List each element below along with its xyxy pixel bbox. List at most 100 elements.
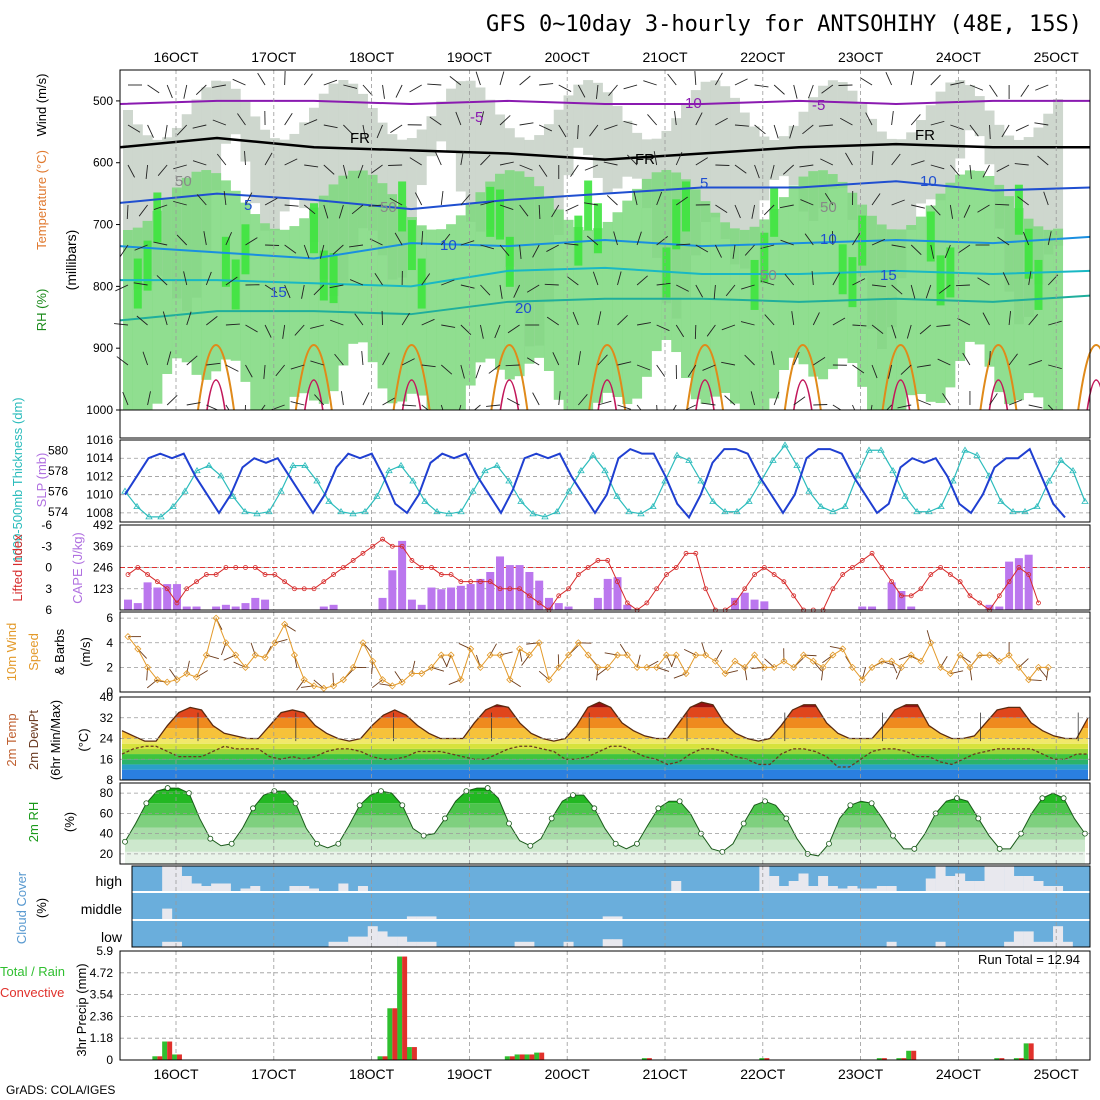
thickness-point	[349, 510, 357, 517]
wind-barb	[570, 164, 579, 177]
cape-bar	[221, 604, 230, 610]
cape-bar	[456, 585, 465, 610]
li-point	[213, 572, 219, 577]
top-date-label: 18OCT	[349, 49, 395, 65]
rh-shade	[241, 224, 250, 275]
wind-barb	[480, 154, 491, 166]
precip-total-bar	[171, 1054, 177, 1060]
precip-label-c: 3hr Precip (mm)	[74, 963, 89, 1056]
rh-shade	[915, 216, 926, 395]
cloud-bar-high	[240, 888, 251, 891]
rh-shade	[505, 236, 514, 287]
cloud-bar-high	[857, 888, 868, 891]
wind-point	[613, 651, 622, 659]
wind-barb	[780, 239, 794, 246]
cape-bar	[535, 580, 544, 610]
temperature-contour	[119, 99, 1090, 106]
bottom-date-label: 21OCT	[642, 1066, 688, 1082]
wind-barb	[558, 391, 561, 406]
contour-label: 10	[920, 173, 937, 190]
thickness-point	[613, 492, 621, 499]
wind-barb	[865, 112, 873, 126]
precip-total-bar	[514, 1054, 520, 1060]
li-point	[1026, 572, 1032, 577]
li-point	[575, 572, 581, 577]
wind-barb	[216, 153, 227, 166]
cape-bar	[515, 565, 524, 610]
wind-barb	[401, 312, 410, 326]
cape-bar	[427, 587, 436, 610]
cloud-bar-low	[1033, 941, 1044, 947]
precip-total-bar	[504, 1056, 510, 1060]
wind-barb	[564, 243, 579, 246]
rh-shade	[739, 112, 750, 269]
wind-barb	[930, 74, 941, 86]
wind-barb	[779, 204, 794, 209]
li-point	[644, 600, 650, 606]
wind-barb	[421, 364, 436, 368]
cloud-low-label: low	[101, 929, 123, 945]
rh-shade	[319, 250, 328, 301]
wind-point	[878, 657, 886, 665]
run-total-label: Run Total = 12.94	[978, 952, 1080, 967]
thickness-point	[277, 487, 285, 494]
thickness-point	[673, 451, 681, 458]
rh-point	[975, 815, 982, 822]
rh-shade	[808, 97, 819, 222]
cape-bar	[466, 584, 475, 610]
rh-point	[612, 840, 619, 847]
li-point	[683, 550, 689, 556]
rh-shade	[847, 90, 858, 220]
wind-barb	[440, 233, 451, 246]
temp-tick-label: 8	[106, 773, 113, 787]
wind-barb	[586, 235, 599, 246]
wind-barb	[674, 111, 677, 126]
wind-barb	[1048, 364, 1062, 370]
wind-barb	[950, 124, 964, 130]
wind-barb	[949, 204, 953, 219]
wind-barb	[906, 324, 912, 339]
thickness-point	[157, 513, 165, 520]
wind-barb	[597, 311, 602, 326]
precip-total-bar	[876, 1058, 882, 1060]
cloud-bar-high	[1004, 866, 1015, 891]
precip-conv-bar	[999, 1058, 1005, 1060]
cloud-bar-low	[162, 941, 173, 947]
precip-total-bar	[994, 1058, 1000, 1060]
wind-barb	[225, 364, 239, 372]
wind-barb	[832, 272, 841, 286]
wind-point	[829, 651, 837, 659]
wind-barb	[1008, 311, 1012, 326]
thickness-point	[685, 456, 693, 463]
wind-point	[643, 663, 651, 671]
cloud-bar-high	[1023, 876, 1034, 891]
wind-barb	[290, 401, 305, 406]
wind-barb	[488, 364, 501, 374]
rh-shade	[310, 203, 319, 254]
wind-barb	[667, 73, 677, 86]
rh-shade	[700, 81, 711, 223]
cloud-bar-high	[867, 888, 878, 891]
cloud-bar-high	[955, 873, 966, 891]
rh-point	[356, 802, 363, 809]
li-point	[536, 600, 542, 606]
rh-shade	[211, 173, 222, 372]
hot-contour	[988, 379, 1009, 411]
wind-barb	[186, 402, 201, 406]
wind-barb	[334, 353, 344, 366]
wind-barb	[435, 152, 442, 166]
rh-shade	[857, 204, 868, 387]
wind-barb	[212, 119, 227, 126]
rh-shade	[818, 170, 829, 380]
li-point	[399, 543, 405, 549]
thickness-tick-label: 578	[48, 464, 68, 478]
li-point	[174, 600, 180, 606]
wind-barb	[166, 84, 173, 99]
rh-shade	[1024, 228, 1033, 279]
cloud-bar-high	[181, 876, 192, 891]
cloud-bar-high	[1013, 876, 1024, 891]
rh-shade	[1013, 208, 1024, 401]
rh-shade	[367, 174, 378, 363]
wind-point	[183, 669, 191, 678]
